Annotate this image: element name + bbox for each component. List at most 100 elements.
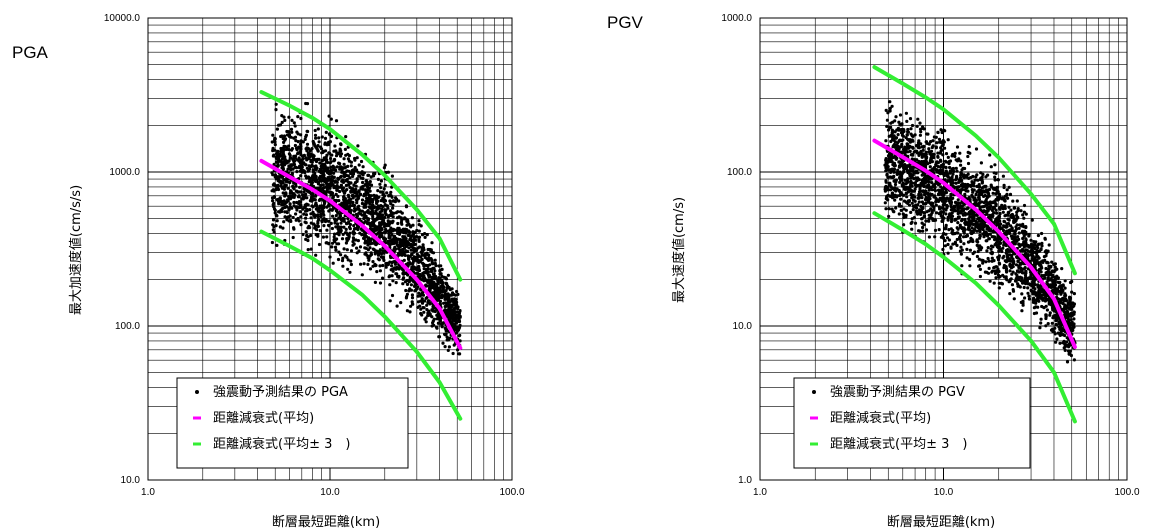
pga-data-point <box>433 269 437 273</box>
pgv-data-point <box>960 217 964 222</box>
pga-data-point <box>281 203 285 207</box>
pga-data-point <box>351 187 355 191</box>
pgv-data-point <box>1071 326 1075 330</box>
pgv-data-point <box>988 153 992 157</box>
pga-data-point <box>400 240 404 244</box>
pgv-data-point <box>927 219 931 223</box>
pgv-data-point <box>1021 229 1025 233</box>
pga-data-point <box>400 253 404 257</box>
pga-data-point <box>342 162 346 166</box>
pga-data-point <box>294 189 298 193</box>
pga-data-point <box>385 191 389 195</box>
pgv-data-point <box>1069 312 1073 316</box>
pgv-data-point <box>888 100 892 104</box>
pga-data-point <box>353 181 358 185</box>
pgv-data-point <box>1048 311 1052 315</box>
pga-data-point <box>317 242 322 247</box>
pga-data-point <box>348 185 352 190</box>
pgv-data-point <box>955 145 960 149</box>
pga-data-point <box>448 306 452 310</box>
pgv-data-point <box>949 245 953 249</box>
pga-data-point <box>357 174 361 178</box>
pga-data-point <box>407 246 411 250</box>
pga-data-point <box>445 282 449 286</box>
pga-data-point <box>436 293 440 297</box>
pga-data-point <box>280 120 284 124</box>
pgv-data-point <box>943 191 947 195</box>
pga-data-point <box>457 318 461 322</box>
pga-data-point <box>349 208 353 212</box>
pga-data-point <box>430 315 434 319</box>
pgv-data-point <box>966 206 970 210</box>
pga-data-point <box>396 221 400 226</box>
pgv-data-point <box>1036 284 1040 289</box>
pga-data-point <box>334 198 339 203</box>
pga-data-point <box>430 269 434 273</box>
pga-data-point <box>328 170 332 174</box>
pga-data-point <box>355 226 359 231</box>
pga-data-point <box>316 127 320 131</box>
pgv-data-point <box>945 236 950 240</box>
pgv-data-point <box>1044 324 1048 328</box>
pga-data-point <box>273 208 277 212</box>
pga-data-point <box>271 228 275 232</box>
pga-data-point <box>339 221 343 225</box>
pgv-data-point <box>1008 228 1012 232</box>
pga-data-point <box>384 212 388 216</box>
pgv-data-point <box>999 222 1003 226</box>
pgv-data-point <box>1070 307 1074 311</box>
pga-data-point <box>433 261 437 266</box>
pgv-data-point <box>1011 240 1015 244</box>
pgv-data-point <box>967 212 972 216</box>
pgv-data-point <box>910 123 915 128</box>
pga-data-point <box>432 266 436 270</box>
pga-data-point <box>317 198 321 202</box>
pgv-data-point <box>898 113 903 117</box>
pga-data-point <box>389 268 393 272</box>
pga-data-point <box>334 238 338 242</box>
pga-data-point <box>307 224 311 228</box>
pga-data-point <box>387 231 391 235</box>
pgv-data-point <box>920 207 924 212</box>
pga-data-point <box>378 281 383 285</box>
pga-data-point <box>373 280 377 284</box>
pga-data-point <box>333 179 338 183</box>
pgv-data-point <box>896 133 900 137</box>
pga-data-point <box>352 183 356 187</box>
pgv-data-point <box>1027 234 1031 238</box>
pga-data-point <box>293 135 298 139</box>
pga-data-point <box>403 241 407 245</box>
pga-data-point <box>425 303 429 307</box>
pga-data-point <box>343 166 347 170</box>
pga-data-point <box>405 223 409 227</box>
pgv-data-point <box>1027 294 1031 298</box>
pga-data-point <box>397 199 401 203</box>
pgv-data-point <box>939 214 943 218</box>
pga-data-point <box>375 217 379 221</box>
pga-data-point <box>392 228 396 232</box>
pga-data-point <box>274 224 278 228</box>
pga-data-point <box>393 234 397 238</box>
legend-label: 強震動予測結果の PGA <box>213 385 348 400</box>
pgv-data-point <box>1058 341 1062 345</box>
pga-data-point <box>360 273 364 277</box>
pgv-data-point <box>1019 224 1024 228</box>
pga-data-point <box>404 205 409 209</box>
pgv-data-point <box>1047 243 1051 247</box>
pga-data-point <box>335 188 339 192</box>
pga-data-point <box>328 208 332 212</box>
pga-data-point <box>301 232 305 237</box>
pgv-data-point <box>1055 297 1059 301</box>
pga-data-point <box>275 243 279 247</box>
pgv-data-point <box>942 199 946 203</box>
pga-data-point <box>412 267 416 271</box>
pga-data-point <box>423 299 427 303</box>
pgv-data-point <box>942 207 946 211</box>
pgv-data-point <box>1063 286 1067 290</box>
pgv-data-point <box>1002 185 1006 190</box>
pga-data-point <box>319 215 323 219</box>
pgv-data-point <box>893 188 897 192</box>
pgv-data-point <box>1002 254 1006 258</box>
pga-data-point <box>390 274 394 278</box>
pgv-data-point <box>930 181 934 185</box>
